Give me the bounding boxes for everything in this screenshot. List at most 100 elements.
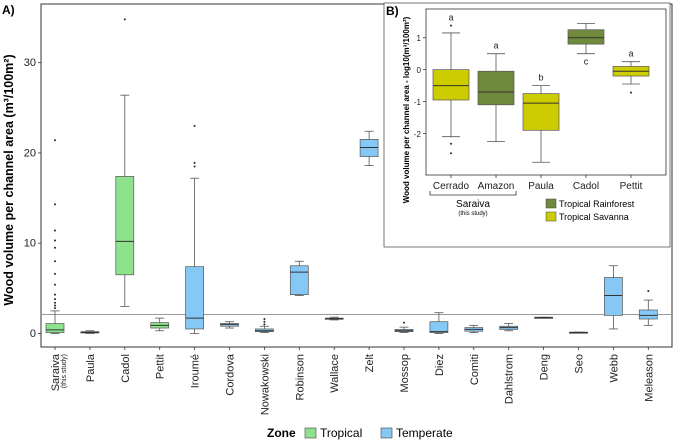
outlier-point	[54, 307, 56, 310]
legend-swatch-rainforest	[545, 198, 557, 209]
box-cerrado: a	[432, 13, 470, 155]
y-tick-label: 30	[24, 57, 36, 69]
y-tick-label: 10	[24, 238, 36, 250]
panel-a-y-axis: 0 10 20 30	[24, 57, 41, 340]
box-nowakowski	[255, 318, 274, 333]
box-diez	[429, 312, 449, 334]
x-tick-label: Deng	[539, 354, 551, 380]
zone-legend: Zone Tropical Temperate	[267, 426, 453, 440]
x-tick-label: Seo	[574, 354, 586, 374]
bracket-sublabel: (this study)	[458, 211, 487, 217]
legend-label-rainforest: Tropical Rainforest	[559, 199, 635, 209]
iqr-box	[477, 70, 515, 106]
x-tick-label: Mossop	[399, 354, 411, 393]
iqr-box	[567, 29, 605, 45]
y-tick-label: 0	[417, 66, 422, 75]
iqr-box	[604, 277, 623, 316]
y-tick-label: 0	[30, 328, 36, 340]
x-tick-label: Cadol	[573, 181, 599, 192]
outlier-point	[54, 272, 56, 275]
x-tick-sublabel: (this study)	[61, 354, 68, 388]
y-tick-label: -1	[414, 98, 422, 107]
box-webb	[604, 265, 623, 330]
box-dahlstrom	[499, 323, 519, 332]
outlier-point	[450, 142, 452, 145]
x-tick-label: Iroumé	[190, 354, 202, 388]
x-tick-label: Robinson	[294, 354, 306, 400]
iqr-box	[185, 266, 204, 330]
x-tick-label: Cerrado	[433, 181, 470, 192]
outlier-point	[54, 229, 56, 232]
outlier-point	[54, 260, 56, 263]
iqr-box	[115, 176, 135, 276]
x-tick-label: Dahlstrom	[504, 354, 516, 404]
outlier-point	[54, 139, 56, 142]
legend-label-savanna: Tropical Savanna	[559, 212, 629, 222]
outlier-point	[54, 203, 56, 206]
legend-label-tropical: Tropical	[320, 426, 362, 440]
panel-b-y-axis: 1 0 -1 -2	[414, 34, 426, 139]
x-tick-label: Meleason	[643, 354, 655, 402]
outlier-point	[450, 152, 452, 155]
panel-a-label: A)	[2, 3, 15, 17]
panel-b-legend: Tropical Rainforest Tropical Savanna	[545, 198, 635, 222]
panel-b-ylabel: Wood volume per channel area - log10(m³/…	[402, 16, 411, 203]
panel-a-boxes	[45, 18, 658, 334]
x-tick-label: Pettit	[620, 181, 643, 192]
iqr-box	[432, 69, 470, 101]
box-robinson	[289, 260, 309, 296]
x-tick-label: Zelt	[364, 354, 376, 372]
x-tick-label: Paula	[85, 353, 97, 382]
iqr-box	[45, 323, 65, 333]
iqr-box	[289, 265, 309, 295]
box-wallace	[324, 316, 344, 321]
outlier-point	[54, 283, 56, 286]
outlier-point	[54, 239, 56, 242]
outlier-point	[450, 24, 452, 27]
x-tick-label: Wallace	[329, 354, 341, 393]
panel-b-plot-frame	[425, 8, 667, 176]
outlier-point	[123, 18, 126, 21]
panel-a-plot-frame	[40, 3, 673, 348]
significance-letter: a	[448, 13, 453, 23]
box-cadol	[115, 18, 135, 307]
outlier-point	[54, 298, 56, 301]
outlier-point	[403, 321, 405, 324]
panel-a-x-axis: Saraiva (this study) Paula Cadol Pettit Iroum…	[50, 347, 655, 415]
saraiva-group-bracket: Saraiva (this study)	[429, 191, 517, 217]
x-tick-label: Comiti	[469, 354, 481, 385]
x-tick-label: Amazon	[478, 181, 515, 192]
y-tick-label: 20	[24, 147, 36, 159]
outlier-point	[263, 320, 266, 323]
y-tick-label: 1	[417, 34, 422, 43]
box-deng	[534, 316, 553, 319]
box-pettit	[150, 317, 170, 332]
x-tick-label: Pettit	[155, 354, 167, 379]
x-tick-label: Diez	[434, 354, 446, 376]
outlier-point	[54, 246, 56, 249]
legend-label-temperate: Temperate	[396, 426, 453, 440]
legend-swatch-tropical	[304, 427, 317, 439]
box-seo	[569, 331, 588, 334]
bracket-line	[429, 191, 517, 196]
outlier-point	[263, 323, 266, 326]
box-comiti	[464, 324, 484, 333]
panel-b-x-axis: Cerrado Amazon Paula Cadol Pettit	[433, 175, 643, 192]
x-tick-label: Nowakowski	[259, 354, 271, 415]
outlier-point	[54, 301, 56, 304]
box-zelt	[359, 130, 379, 166]
outlier-point	[54, 293, 56, 296]
x-tick-label: Saraiva	[50, 353, 62, 391]
outlier-point	[54, 304, 56, 307]
significance-letter: a	[628, 49, 633, 59]
bracket-label: Saraiva	[456, 199, 490, 210]
iqr-box	[429, 321, 449, 333]
outlier-point	[193, 124, 196, 127]
box-meleason	[638, 290, 658, 326]
box-mossop	[394, 321, 414, 333]
box-amazon: a	[477, 41, 515, 142]
y-tick-label: -2	[414, 130, 422, 139]
outlier-point	[193, 165, 196, 168]
outlier-point	[263, 318, 266, 321]
